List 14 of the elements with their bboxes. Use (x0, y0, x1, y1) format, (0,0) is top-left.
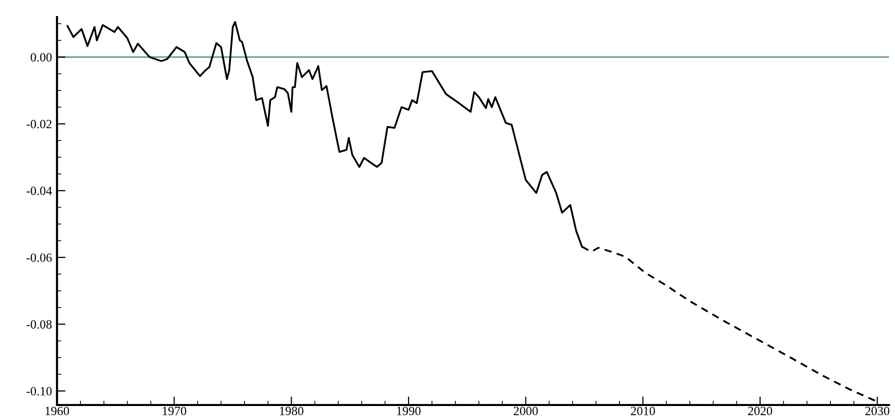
y-tick-label: -0.08 (26, 320, 52, 329)
y-tick-label: 0.00 (30, 53, 52, 62)
x-tick-label: 1980 (280, 406, 304, 416)
x-tick-label: 2010 (630, 406, 655, 416)
y-tick-label: -0.04 (26, 186, 52, 196)
x-tick-label: 1960 (46, 406, 70, 416)
x-tick-label: 1970 (162, 406, 186, 416)
y-tick-label: -0.06 (26, 253, 52, 262)
x-tick-label: 2030 (865, 406, 890, 416)
y-tick-label: -0.10 (26, 387, 52, 396)
x-tick-label: 1990 (397, 406, 421, 416)
x-tick-label: 2000 (514, 406, 538, 416)
y-tick-label: -0.02 (26, 120, 52, 128)
x-tick-label: 2020 (748, 406, 772, 416)
